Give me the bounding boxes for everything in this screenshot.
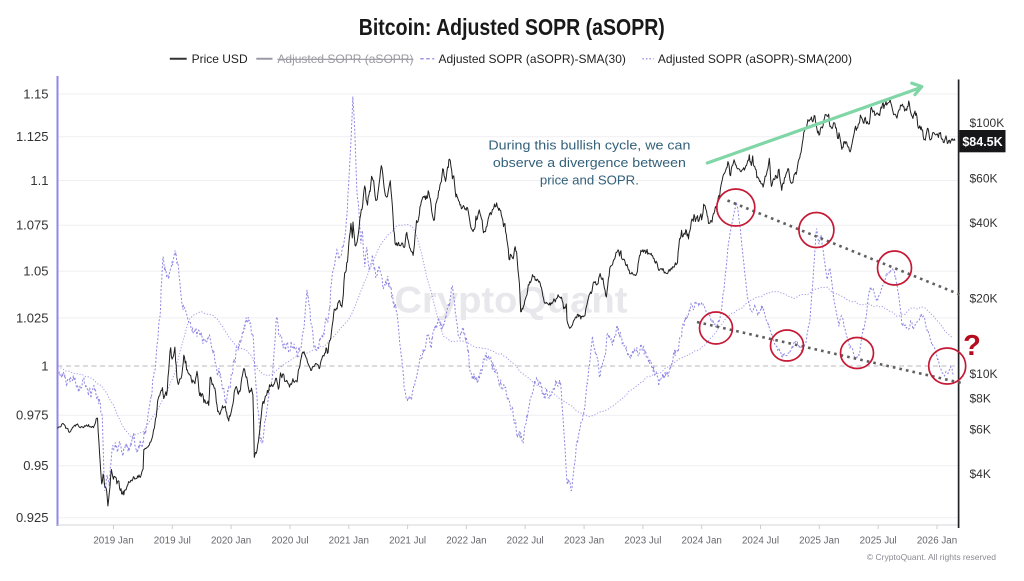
- svg-text:2025 Jan: 2025 Jan: [799, 536, 839, 547]
- svg-text:2024 Jul: 2024 Jul: [742, 536, 779, 547]
- svg-text:$20K: $20K: [970, 291, 998, 305]
- svg-text:1.125: 1.125: [16, 129, 49, 144]
- svg-text:Adjusted SOPR (aSOPR)-SMA(30): Adjusted SOPR (aSOPR)-SMA(30): [439, 52, 626, 66]
- svg-text:1: 1: [41, 358, 48, 373]
- svg-text:$6K: $6K: [970, 423, 991, 437]
- svg-text:$4K: $4K: [970, 467, 991, 481]
- svg-text:0.925: 0.925: [16, 510, 49, 525]
- svg-text:© CryptoQuant. All rights rese: © CryptoQuant. All rights reserved: [867, 552, 996, 562]
- svg-text:0.95: 0.95: [23, 458, 48, 473]
- svg-text:During this bullish cycle, we: During this bullish cycle, we can: [488, 138, 690, 153]
- svg-text:2020 Jan: 2020 Jan: [211, 536, 251, 547]
- svg-text:2021 Jul: 2021 Jul: [389, 536, 426, 547]
- svg-text:1.025: 1.025: [16, 310, 49, 325]
- svg-text:2022 Jul: 2022 Jul: [507, 536, 544, 547]
- svg-text:2025 Jul: 2025 Jul: [860, 536, 897, 547]
- svg-text:2022 Jan: 2022 Jan: [446, 536, 486, 547]
- svg-text:2026 Jan: 2026 Jan: [917, 536, 957, 547]
- svg-text:2024 Jan: 2024 Jan: [682, 536, 722, 547]
- svg-text:CryptoQuant: CryptoQuant: [395, 280, 628, 321]
- svg-text:$100K: $100K: [970, 116, 1005, 130]
- svg-text:$60K: $60K: [970, 172, 998, 186]
- svg-text:1.1: 1.1: [30, 173, 48, 188]
- svg-text:2023 Jul: 2023 Jul: [624, 536, 661, 547]
- svg-text:Adjusted SOPR (aSOPR)-SMA(200): Adjusted SOPR (aSOPR)-SMA(200): [658, 52, 852, 66]
- svg-text:price and SOPR.: price and SOPR.: [540, 173, 639, 188]
- svg-text:Adjusted SOPR (aSOPR): Adjusted SOPR (aSOPR): [277, 52, 413, 66]
- svg-text:2019 Jan: 2019 Jan: [93, 536, 133, 547]
- svg-text:Price USD: Price USD: [192, 52, 248, 66]
- svg-text:1.05: 1.05: [23, 264, 48, 279]
- svg-text:$84.5K: $84.5K: [962, 135, 1002, 149]
- svg-text:2020 Jul: 2020 Jul: [271, 536, 308, 547]
- svg-text:Bitcoin: Adjusted SOPR (aSOPR): Bitcoin: Adjusted SOPR (aSOPR): [359, 14, 665, 40]
- svg-text:?: ?: [963, 330, 981, 362]
- svg-text:0.975: 0.975: [16, 408, 49, 423]
- svg-text:$10K: $10K: [970, 367, 998, 381]
- svg-text:2023 Jan: 2023 Jan: [564, 536, 604, 547]
- svg-text:1.15: 1.15: [23, 86, 48, 101]
- svg-text:2019 Jul: 2019 Jul: [154, 536, 191, 547]
- svg-text:$40K: $40K: [970, 216, 998, 230]
- svg-text:1.075: 1.075: [16, 218, 49, 233]
- svg-text:$8K: $8K: [970, 391, 991, 405]
- svg-text:2021 Jan: 2021 Jan: [329, 536, 369, 547]
- svg-text:observe a divergence between: observe a divergence between: [493, 155, 686, 170]
